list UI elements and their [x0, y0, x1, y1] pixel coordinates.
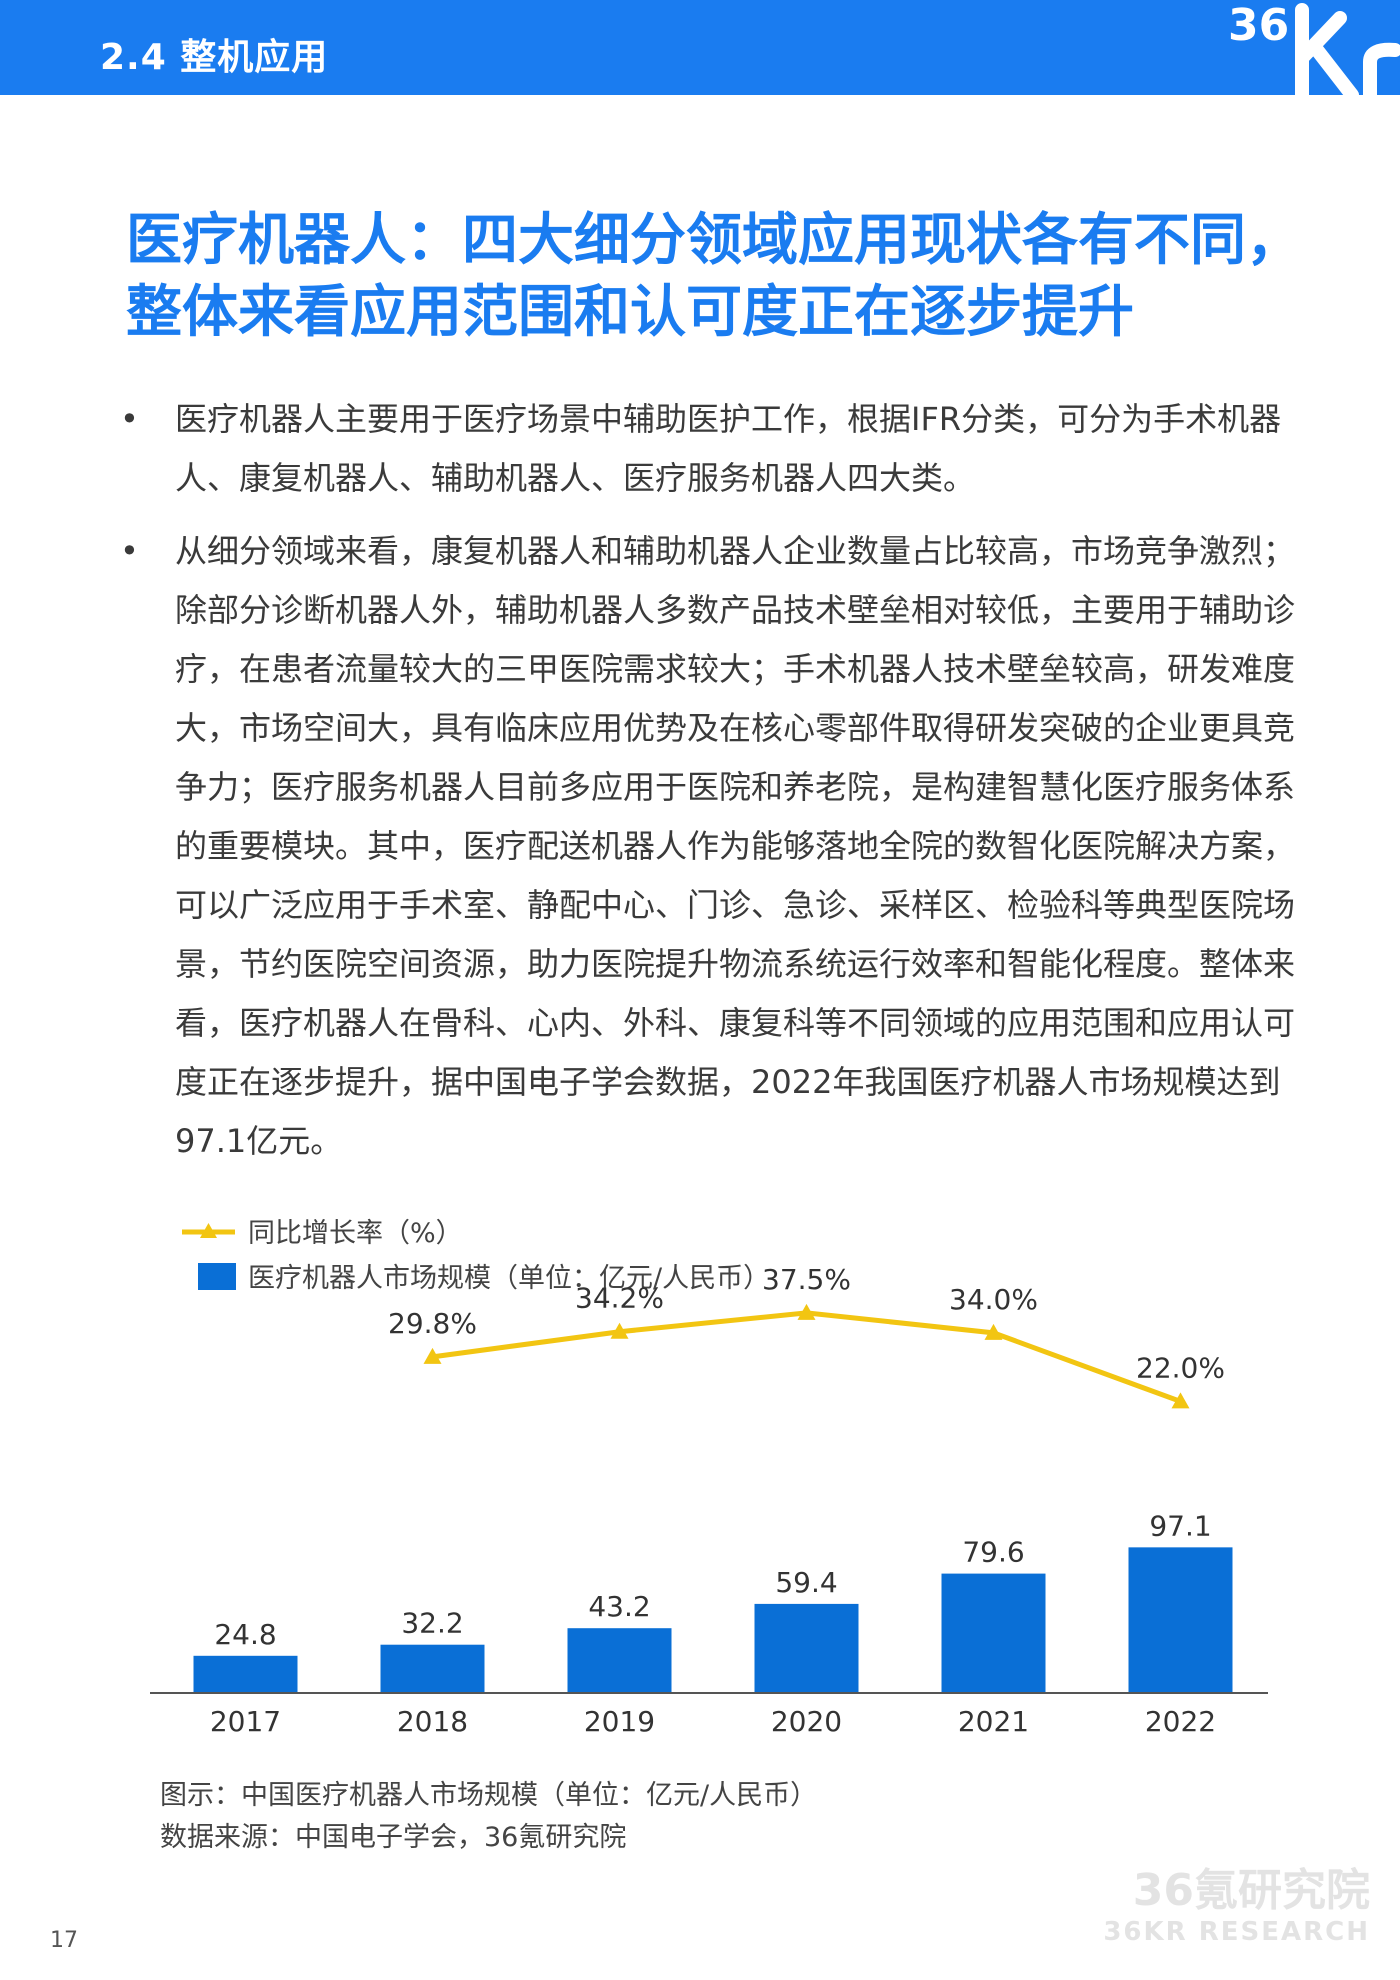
chart-bar [380, 1644, 485, 1693]
legend-label-size: 医疗机器人市场规模（单位：亿元/人民币） [248, 1263, 770, 1294]
chart-bar [754, 1603, 859, 1693]
chart-bar [193, 1655, 298, 1693]
x-tick-label: 2021 [958, 1705, 1029, 1738]
page-number: 17 [50, 1928, 78, 1953]
bullet-icon: • [120, 532, 139, 570]
bar-value-label: 24.8 [214, 1618, 276, 1651]
growth-point-marker [797, 1303, 816, 1320]
page-title: 医疗机器人：四大细分领域应用现状各有不同，整体来看应用范围和认可度正在逐步提升 [126, 208, 1302, 345]
growth-value-label: 22.0% [1136, 1351, 1225, 1384]
section-label: 2.4 整机应用 [100, 37, 329, 78]
x-tick-label: 2019 [584, 1705, 655, 1738]
watermark-cn: 36氪研究院 [1132, 1865, 1370, 1916]
growth-value-label: 34.0% [949, 1283, 1038, 1316]
growth-value-label: 37.5% [762, 1263, 851, 1296]
bar-value-label: 59.4 [775, 1566, 837, 1599]
growth-value-label: 29.8% [388, 1307, 477, 1340]
growth-point-marker [984, 1323, 1003, 1340]
watermark: 36氪研究院 36KR RESEARCH [1103, 1865, 1370, 1947]
bullet-text: 从细分领域来看，康复机器人和辅助机器人企业数量占比较高，市场竞争激烈；除部分诊断… [175, 532, 1296, 1160]
market-size-chart: 同比增长率（%） 医疗机器人市场规模（单位：亿元/人民币） 24.8 32.2 43.2… [150, 1218, 1268, 1738]
growth-line [432, 1310, 1182, 1404]
bullet-list: • 医疗机器人主要用于医疗场景中辅助医护工作，根据IFR分类，可分为手术机器人、… [120, 390, 1300, 1185]
x-tick-label: 2022 [1145, 1705, 1216, 1738]
bar-value-label: 32.2 [401, 1607, 463, 1640]
growth-point-marker [423, 1347, 442, 1364]
chart-bar [1128, 1547, 1233, 1693]
bullet-icon: • [120, 400, 139, 438]
legend-label-growth: 同比增长率（%） [248, 1218, 463, 1249]
bar-value-label: 43.2 [588, 1590, 650, 1623]
svg-text:36: 36 [1228, 0, 1289, 51]
chart-bar [941, 1573, 1046, 1693]
brand-logo: 36 [1228, 0, 1400, 100]
header-bar: 2.4 整机应用 36 [0, 0, 1400, 100]
growth-point-marker [610, 1322, 629, 1339]
growth-value-label: 34.2% [575, 1282, 664, 1315]
bullet-item: • 医疗机器人主要用于医疗场景中辅助医护工作，根据IFR分类，可分为手术机器人、… [120, 390, 1300, 508]
x-tick-label: 2017 [210, 1705, 281, 1738]
chart-bar [567, 1628, 672, 1693]
bar-value-label: 79.6 [962, 1536, 1024, 1569]
x-tick-label: 2018 [397, 1705, 468, 1738]
x-tick-label: 2020 [771, 1705, 842, 1738]
legend-bar-swatch [198, 1263, 236, 1290]
legend-triangle-icon [200, 1223, 217, 1238]
bar-value-label: 97.1 [1149, 1509, 1211, 1542]
bullet-item: • 从细分领域来看，康复机器人和辅助机器人企业数量占比较高，市场竞争激烈；除部分… [120, 522, 1300, 1171]
watermark-en: 36KR RESEARCH [1103, 1917, 1370, 1947]
figure-caption: 图示：中国医疗机器人市场规模（单位：亿元/人民币） [160, 1780, 818, 1811]
growth-point-marker [1171, 1392, 1190, 1409]
source-caption: 数据来源：中国电子学会，36氪研究院 [160, 1822, 627, 1853]
bullet-text: 医疗机器人主要用于医疗场景中辅助医护工作，根据IFR分类，可分为手术机器人、康复… [175, 400, 1282, 497]
